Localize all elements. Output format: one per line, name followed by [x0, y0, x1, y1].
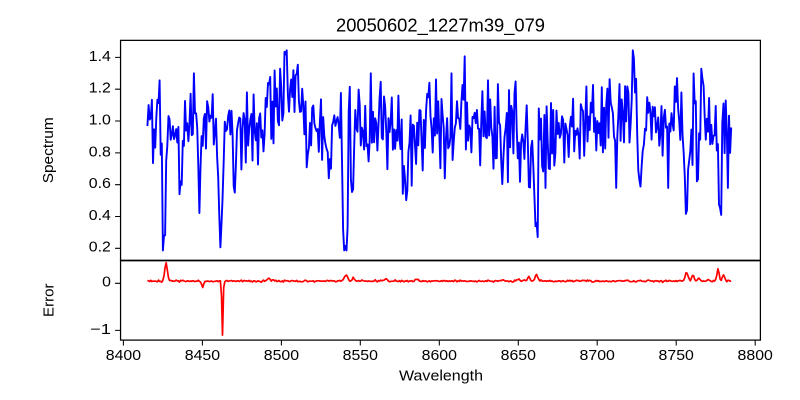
svg-text:Wavelength: Wavelength [399, 368, 483, 384]
svg-text:Error: Error [41, 283, 57, 317]
svg-text:8400: 8400 [106, 348, 141, 364]
svg-text:20050602_1227m39_079: 20050602_1227m39_079 [336, 15, 545, 36]
svg-text:8450: 8450 [185, 348, 220, 364]
svg-text:1.2: 1.2 [89, 81, 111, 97]
svg-text:8550: 8550 [343, 348, 378, 364]
svg-text:1.0: 1.0 [89, 112, 111, 128]
svg-text:0.8: 0.8 [89, 144, 111, 160]
svg-text:Spectrum: Spectrum [41, 117, 57, 183]
svg-text:0: 0 [102, 275, 111, 291]
svg-text:8700: 8700 [580, 348, 615, 364]
svg-text:1.4: 1.4 [89, 49, 111, 65]
svg-text:0.4: 0.4 [89, 208, 111, 224]
svg-text:8800: 8800 [738, 348, 773, 364]
svg-text:8750: 8750 [659, 348, 694, 364]
svg-text:8650: 8650 [501, 348, 536, 364]
svg-text:0.6: 0.6 [89, 176, 111, 192]
svg-text:−1: −1 [90, 322, 111, 338]
svg-text:8500: 8500 [264, 348, 299, 364]
svg-text:0.2: 0.2 [89, 240, 111, 256]
svg-text:8600: 8600 [422, 348, 457, 364]
